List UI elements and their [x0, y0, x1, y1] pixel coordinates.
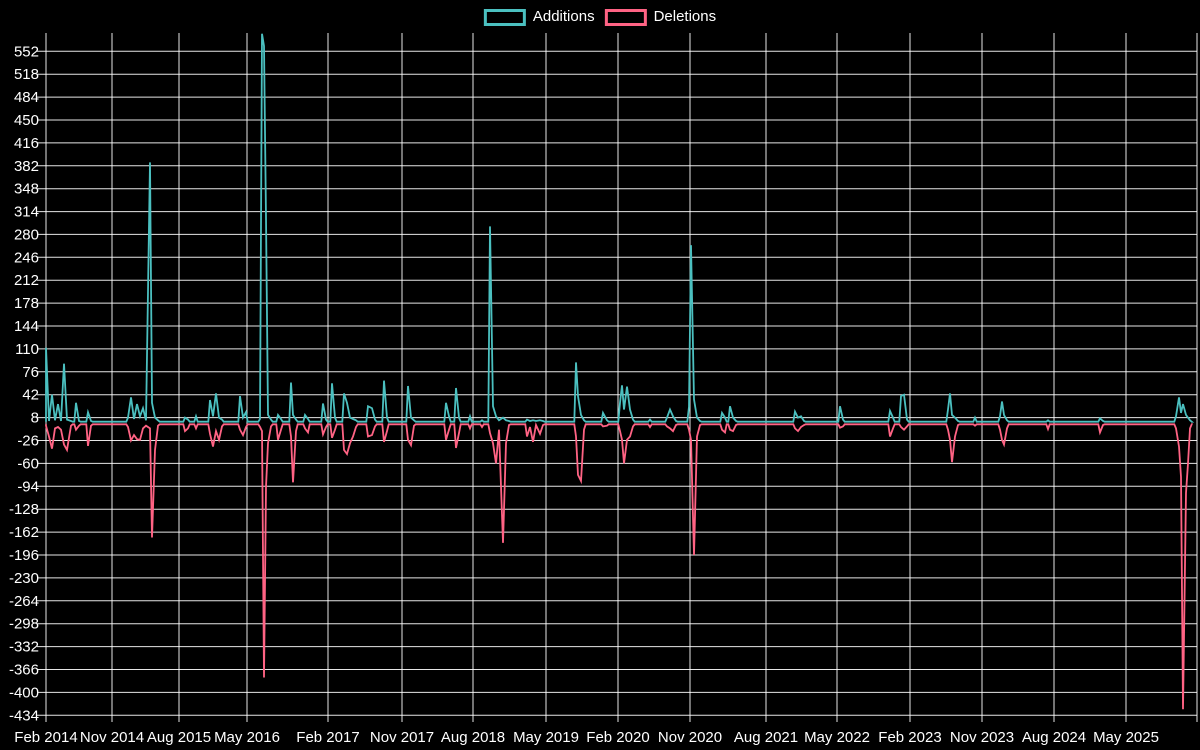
svg-text:144: 144 [14, 318, 39, 335]
svg-text:382: 382 [14, 158, 39, 175]
svg-text:-332: -332 [9, 639, 39, 656]
chart-legend: Additions Deletions [483, 8, 717, 26]
svg-text:Aug 2015: Aug 2015 [147, 729, 211, 746]
svg-text:May 2025: May 2025 [1093, 729, 1159, 746]
additions-swatch-icon [483, 8, 526, 26]
svg-text:212: 212 [14, 272, 39, 289]
svg-text:518: 518 [14, 66, 39, 83]
svg-text:-298: -298 [9, 616, 39, 633]
svg-text:-94: -94 [17, 478, 39, 495]
svg-text:Aug 2024: Aug 2024 [1022, 729, 1086, 746]
svg-text:Nov 2014: Nov 2014 [80, 729, 144, 746]
legend-item-deletions[interactable]: Deletions [604, 8, 717, 26]
svg-text:May 2016: May 2016 [214, 729, 280, 746]
svg-text:484: 484 [14, 89, 39, 106]
svg-text:Feb 2020: Feb 2020 [586, 729, 649, 746]
svg-text:178: 178 [14, 295, 39, 312]
svg-text:314: 314 [14, 204, 39, 221]
svg-text:-366: -366 [9, 662, 39, 679]
svg-text:-400: -400 [9, 684, 39, 701]
svg-text:552: 552 [14, 43, 39, 60]
svg-text:76: 76 [22, 364, 39, 381]
svg-text:8: 8 [31, 410, 39, 427]
svg-text:-196: -196 [9, 547, 39, 564]
deletions-swatch-icon [604, 8, 647, 26]
svg-text:Aug 2021: Aug 2021 [734, 729, 798, 746]
svg-text:450: 450 [14, 112, 39, 129]
legend-label-additions: Additions [532, 8, 595, 25]
svg-text:-264: -264 [9, 593, 39, 610]
svg-text:Aug 2018: Aug 2018 [441, 729, 505, 746]
svg-text:348: 348 [14, 181, 39, 198]
svg-text:Feb 2017: Feb 2017 [296, 729, 359, 746]
svg-text:May 2019: May 2019 [513, 729, 579, 746]
svg-text:416: 416 [14, 135, 39, 152]
svg-text:246: 246 [14, 249, 39, 266]
svg-text:Nov 2020: Nov 2020 [658, 729, 722, 746]
legend-label-deletions: Deletions [653, 8, 717, 25]
svg-text:-60: -60 [17, 455, 39, 472]
svg-text:110: 110 [15, 341, 39, 358]
legend-item-additions[interactable]: Additions [483, 8, 595, 26]
svg-text:Nov 2017: Nov 2017 [370, 729, 434, 746]
svg-text:-26: -26 [17, 433, 39, 450]
svg-text:-434: -434 [9, 707, 39, 724]
svg-text:May 2022: May 2022 [804, 729, 870, 746]
svg-text:-162: -162 [9, 524, 39, 541]
svg-text:Feb 2014: Feb 2014 [14, 729, 77, 746]
svg-text:42: 42 [22, 387, 39, 404]
svg-text:Nov 2023: Nov 2023 [950, 729, 1014, 746]
svg-text:-128: -128 [9, 501, 39, 518]
svg-text:280: 280 [14, 226, 39, 243]
svg-text:Feb 2023: Feb 2023 [878, 729, 941, 746]
svg-text:-230: -230 [9, 570, 39, 587]
